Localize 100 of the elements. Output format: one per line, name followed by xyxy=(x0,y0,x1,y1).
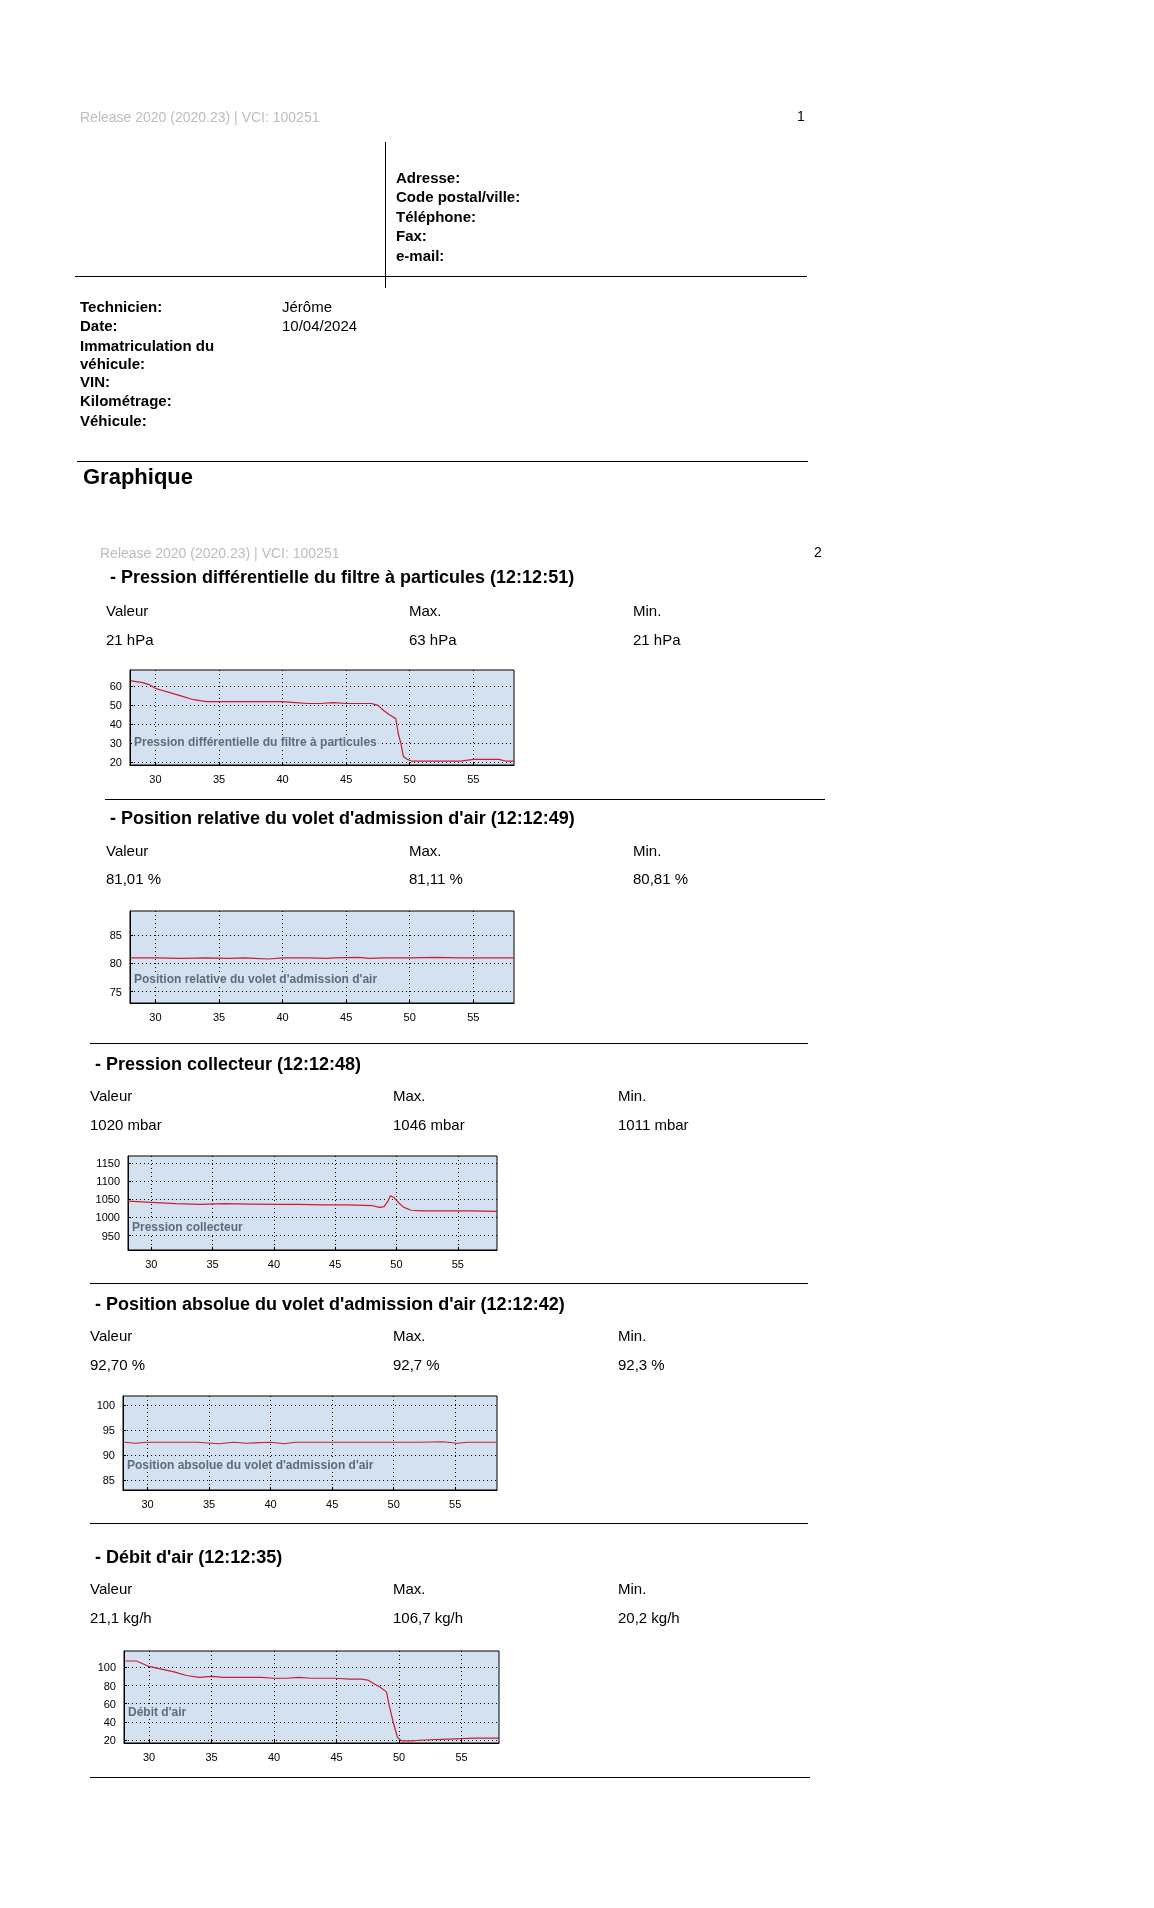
text: Valeur xyxy=(106,842,149,859)
text: 1046 mbar xyxy=(393,1116,465,1133)
text: 21 hPa xyxy=(106,631,154,648)
text: Fax: xyxy=(396,227,427,244)
chart-title: - Position relative du volet d'admission d'air (12:12:49) xyxy=(110,808,575,829)
x-tick-label: 50 xyxy=(392,1750,406,1763)
chart-title: - Pression différentielle du filtre à particules (12:12:51) xyxy=(110,567,575,588)
text: 106,7 kg/h xyxy=(393,1609,464,1626)
text: Valeur xyxy=(106,602,149,619)
y-tick-label: 80 xyxy=(109,957,122,970)
annotation: Position relative du volet d'admission d'air xyxy=(134,972,378,986)
text: Min. xyxy=(618,1327,647,1344)
x-tick-label: 30 xyxy=(149,1010,162,1023)
text: Code postal/ville: xyxy=(396,188,521,205)
y-tick-label: 40 xyxy=(103,1715,116,1728)
chart-title: - Position absolue du volet d'admission d'air (12:12:42) xyxy=(95,1294,565,1315)
text: Adresse: xyxy=(396,169,461,186)
text: Technicien: xyxy=(80,298,163,315)
text: 1020 mbar xyxy=(90,1116,162,1133)
text: Jérôme xyxy=(282,298,333,315)
text: 21,1 kg/h xyxy=(90,1609,152,1626)
x-tick-label: 50 xyxy=(403,772,416,785)
line-series xyxy=(127,1195,498,1212)
text: Valeur xyxy=(90,1087,133,1104)
y-tick-label: 90 xyxy=(102,1449,115,1462)
x-tick-label: 45 xyxy=(329,1257,342,1270)
text: 2 xyxy=(814,544,822,560)
text: 81,11 % xyxy=(409,870,463,887)
text: 92,7 % xyxy=(393,1356,440,1373)
y-tick-label: 1000 xyxy=(95,1211,120,1224)
text: 92,3 % xyxy=(618,1356,665,1373)
annotation: Pression collecteur xyxy=(132,1220,244,1235)
y-tick-label: 85 xyxy=(109,929,122,942)
y-tick-label: 100 xyxy=(96,1399,115,1412)
text: Max. xyxy=(409,602,442,619)
text: Immatriculation du véhicule: xyxy=(80,337,216,373)
text: Max. xyxy=(393,1580,426,1597)
x-tick-label: 35 xyxy=(212,772,226,785)
y-tick-label: 85 xyxy=(102,1474,115,1487)
text: Téléphone: xyxy=(396,208,477,225)
x-tick-label: 35 xyxy=(212,1010,226,1023)
x-tick-label: 30 xyxy=(142,1750,156,1763)
x-tick-label: 45 xyxy=(340,1010,353,1023)
y-tick-label: 1050 xyxy=(95,1193,120,1206)
text: Max. xyxy=(393,1327,426,1344)
text: Min. xyxy=(633,842,662,859)
y-tick-label: 950 xyxy=(101,1229,120,1242)
text: Max. xyxy=(409,842,442,859)
text: Date: xyxy=(80,317,118,334)
y-tick-label: 95 xyxy=(102,1424,115,1437)
text: 63 hPa xyxy=(409,631,457,648)
chart-title: - Pression collecteur (12:12:48) xyxy=(95,1054,362,1075)
annotation: Débit d'air xyxy=(128,1704,187,1719)
x-tick-label: 35 xyxy=(202,1497,216,1510)
x-tick-label: 40 xyxy=(267,1257,281,1270)
text: 80,81 % xyxy=(633,870,689,887)
x-tick-label: 50 xyxy=(403,1010,416,1023)
text: 20,2 kg/h xyxy=(618,1609,680,1626)
y-tick-label: 60 xyxy=(103,1697,116,1710)
annotation: Position absolue du volet d'admission d'air xyxy=(127,1457,374,1472)
x-tick-label: 50 xyxy=(390,1257,403,1270)
text: VIN: xyxy=(80,373,110,390)
x-tick-label: 30 xyxy=(141,1497,154,1510)
x-tick-label: 35 xyxy=(205,1750,218,1763)
text: Min. xyxy=(633,602,662,619)
x-tick-label: 45 xyxy=(330,1750,343,1763)
text: Min. xyxy=(618,1580,647,1597)
text: 81,01 % xyxy=(106,870,162,887)
line-series xyxy=(130,680,515,762)
x-tick-label: 55 xyxy=(455,1750,468,1763)
y-tick-label: 20 xyxy=(109,756,122,769)
text: Min. xyxy=(618,1087,647,1104)
text: e-mail: xyxy=(396,247,445,264)
y-tick-label: 60 xyxy=(109,680,122,693)
x-tick-label: 50 xyxy=(387,1497,400,1510)
x-tick-label: 35 xyxy=(206,1257,219,1270)
annotation: Pression différentielle du filtre à particules xyxy=(134,735,378,750)
chart-title: - Débit d'air (12:12:35) xyxy=(95,1547,283,1568)
x-tick-label: 55 xyxy=(449,1497,462,1510)
x-tick-label: 55 xyxy=(451,1257,464,1270)
x-tick-label: 45 xyxy=(340,772,353,785)
x-tick-label: 55 xyxy=(467,1010,480,1023)
y-tick-label: 1100 xyxy=(96,1175,120,1188)
x-tick-label: 40 xyxy=(267,1750,281,1763)
text: Véhicule: xyxy=(80,412,147,429)
x-tick-label: 30 xyxy=(149,772,162,785)
y-tick-label: 40 xyxy=(109,718,122,731)
y-tick-label: 80 xyxy=(103,1679,116,1692)
y-tick-label: 75 xyxy=(109,985,122,998)
x-tick-label: 40 xyxy=(276,772,289,785)
text: Release 2020 (2020.23) | VCI: 100251 xyxy=(80,109,320,125)
x-tick-label: 40 xyxy=(264,1497,277,1510)
text: Kilométrage: xyxy=(80,392,172,409)
text: 1011 mbar xyxy=(618,1116,689,1133)
x-tick-label: 45 xyxy=(326,1497,339,1510)
text: Max. xyxy=(393,1087,426,1104)
text: 92,70 % xyxy=(90,1356,146,1373)
text: 1 xyxy=(797,108,805,124)
y-tick-label: 50 xyxy=(109,699,122,712)
text: Release 2020 (2020.23) | VCI: 100251 xyxy=(100,545,340,561)
